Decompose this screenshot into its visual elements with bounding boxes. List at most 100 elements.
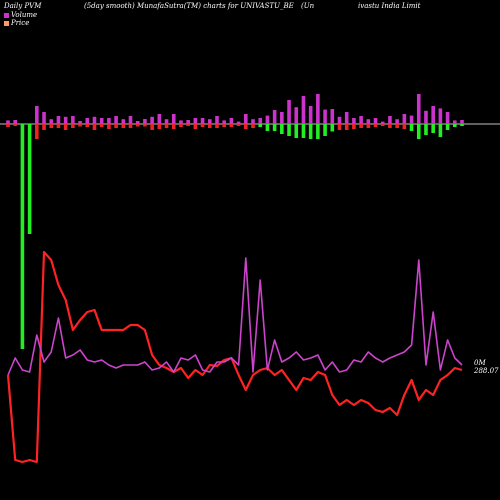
- volume-bar: [179, 124, 183, 127]
- volume-bar: [222, 120, 226, 124]
- volume-bar: [452, 124, 457, 127]
- volume-bar: [409, 124, 414, 131]
- volume-bar: [121, 124, 126, 128]
- price-end-label: 288.07: [474, 367, 499, 375]
- volume-bar: [337, 124, 342, 130]
- volume-bar: [359, 116, 363, 124]
- volume-bar: [63, 124, 68, 130]
- volume-bar: [316, 94, 320, 124]
- volume-bar: [359, 124, 363, 128]
- volume-bar: [337, 116, 342, 124]
- volume-bar: [42, 124, 46, 130]
- volume-bar: [445, 112, 450, 124]
- volume-bar: [157, 114, 162, 124]
- volume-bar: [200, 118, 205, 124]
- volume-bar: [287, 124, 291, 136]
- volume-bar: [272, 124, 277, 131]
- volume-bar: [13, 124, 18, 126]
- volume-bar: [352, 118, 356, 124]
- volume-bar: [6, 120, 10, 124]
- volume-bar: [244, 124, 248, 129]
- volume-bar: [63, 116, 68, 124]
- volume-bar: [272, 110, 277, 124]
- volume-bar: [395, 119, 399, 124]
- volume-bar: [388, 124, 392, 128]
- volume-bar: [114, 116, 118, 124]
- volume-bar: [13, 120, 18, 124]
- volume-bar: [85, 124, 90, 127]
- volume-bar: [424, 110, 428, 124]
- volume-bar: [373, 118, 378, 124]
- volume-bar: [366, 119, 371, 124]
- volume-bar: [135, 121, 140, 124]
- volume-bar: [330, 124, 335, 132]
- volume-bar: [388, 116, 392, 124]
- volume-bar: [35, 124, 39, 139]
- volume-bar: [258, 124, 263, 127]
- volume-end-label: 0M: [474, 359, 486, 367]
- volume-bar: [107, 118, 111, 124]
- header-title: (5day smooth) MunafaSutra(TM) charts for…: [84, 2, 294, 10]
- volume-bar: [251, 124, 255, 128]
- volume-bar: [92, 124, 97, 130]
- volume-bar: [308, 124, 313, 139]
- volume-bar: [395, 124, 399, 128]
- volume-bar: [258, 118, 263, 124]
- volume-bar: [402, 124, 407, 129]
- volume-bar: [409, 115, 414, 124]
- volume-bar: [207, 124, 212, 128]
- volume-bar: [135, 124, 140, 127]
- volume-bar: [294, 107, 299, 124]
- volume-bar: [164, 124, 169, 128]
- volume-bar: [99, 118, 104, 124]
- volume-bar: [71, 124, 75, 128]
- volume-bar: [244, 114, 248, 124]
- header-left: Daily PVM: [4, 2, 42, 10]
- volume-bar: [380, 124, 385, 126]
- volume-bar: [438, 124, 443, 137]
- volume-bar: [431, 124, 435, 133]
- volume-bar: [215, 116, 219, 124]
- volume-bar: [229, 118, 234, 124]
- volume-bar: [294, 124, 299, 138]
- header-company-a: (Un: [301, 2, 315, 10]
- volume-bar: [344, 124, 349, 130]
- volume-bar: [85, 118, 90, 124]
- volume-bar: [308, 106, 313, 124]
- volume-bar: [438, 108, 443, 124]
- volume-bar: [143, 119, 147, 124]
- volume-bar: [236, 121, 241, 124]
- volume-bar: [460, 124, 464, 126]
- volume-bar: [186, 120, 190, 124]
- volume-bar: [171, 114, 176, 124]
- volume-bar: [445, 124, 450, 130]
- volume-bar: [49, 124, 54, 128]
- volume-bar: [107, 124, 111, 129]
- volume-bar: [280, 124, 284, 134]
- legend-volume-label: Volume: [11, 11, 38, 19]
- volume-bar: [352, 124, 356, 129]
- volume-bar: [78, 124, 82, 127]
- volume-bar: [229, 124, 234, 127]
- volume-bar: [323, 109, 327, 124]
- legend-price-label: Price: [11, 19, 30, 27]
- volume-bar: [402, 114, 407, 124]
- volume-bar: [42, 112, 46, 124]
- volume-bar: [251, 119, 255, 124]
- volume-bar: [207, 119, 212, 124]
- volume-bar: [416, 124, 421, 139]
- price-line: [6, 250, 463, 464]
- volume-bar: [215, 124, 219, 128]
- volume-bar: [366, 124, 371, 128]
- volume-bar: [35, 106, 39, 124]
- volume-bar: [344, 112, 349, 124]
- volume-bar: [27, 124, 32, 234]
- volume-bar: [157, 124, 162, 129]
- volume-bar: [416, 94, 421, 124]
- volume-bar: [460, 120, 464, 124]
- volume-bar: [193, 124, 198, 129]
- volume-bar: [150, 124, 154, 130]
- volume-bar: [128, 124, 133, 128]
